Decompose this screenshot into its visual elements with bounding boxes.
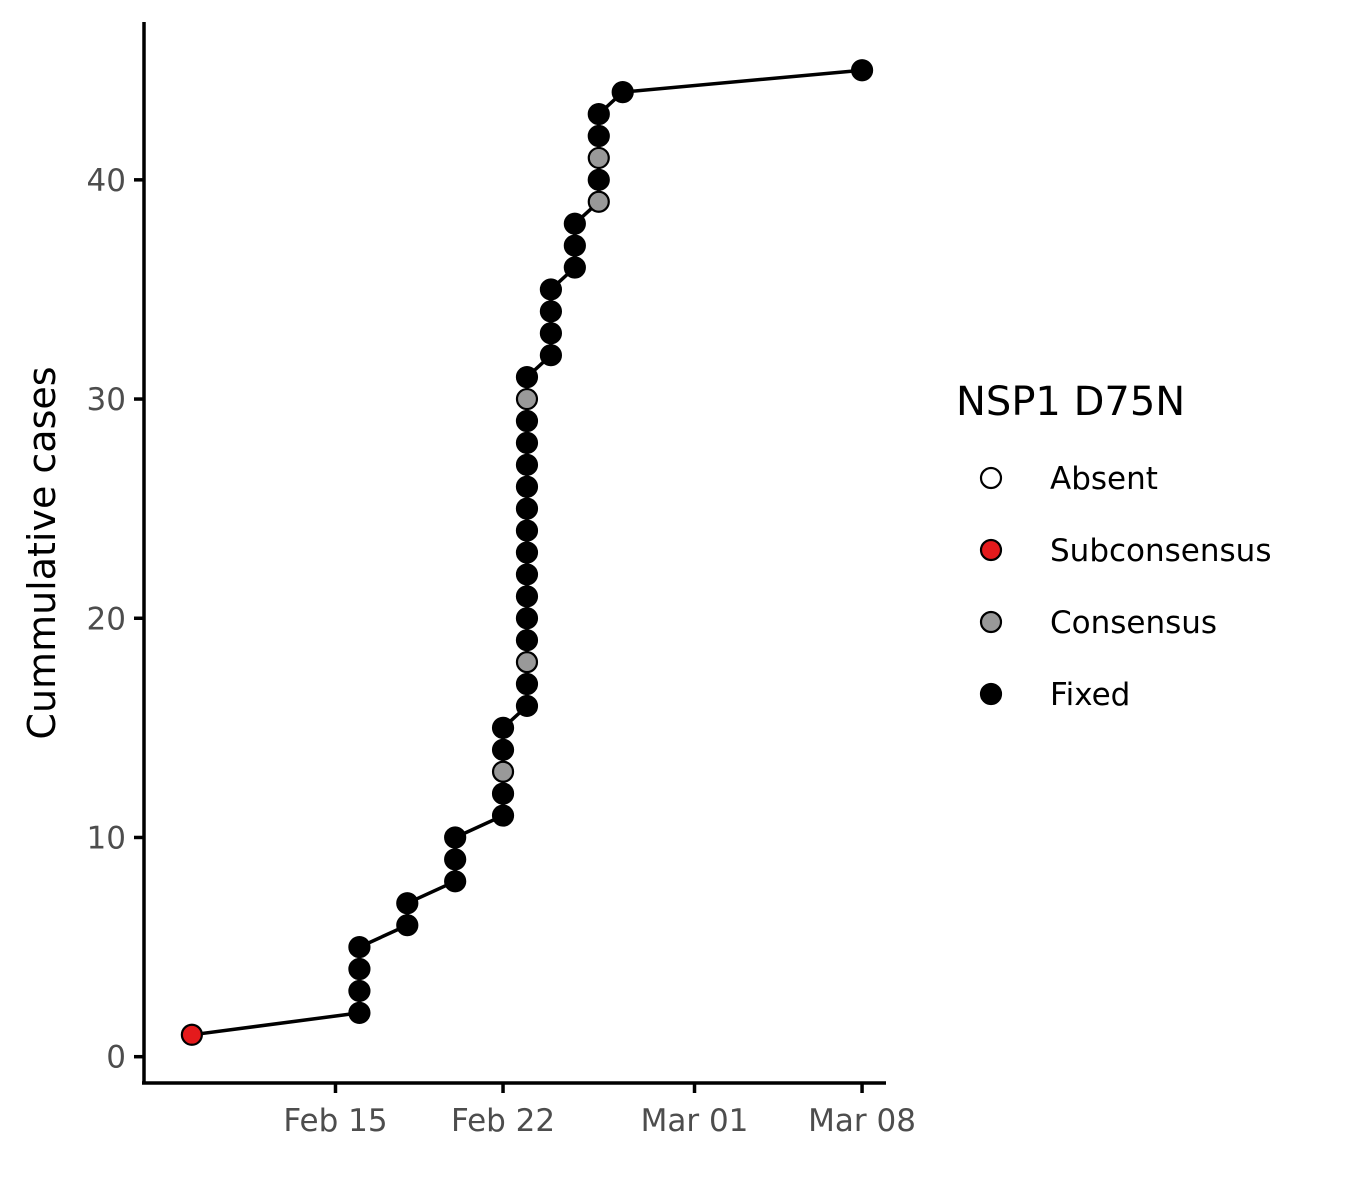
x-tick-label: Mar 01 [641,1103,749,1139]
data-point-fixed [850,59,874,82]
data-point-fixed [515,541,539,564]
data-point-fixed [515,563,539,586]
legend-label-fixed: Fixed [1050,677,1130,713]
data-point-consensus [515,387,539,411]
data-point-subconsensus [180,1023,203,1046]
legend-title: NSP1 D75N [956,379,1185,425]
legend-entries: Absent Subconsensus Consensus Fixed [979,461,1271,713]
data-point-consensus [491,760,515,783]
x-tick-label: Mar 08 [808,1103,916,1139]
x-tick-label: Feb 22 [451,1103,555,1139]
data-point-fixed [563,234,586,257]
data-point-fixed [444,848,467,871]
legend-label-consensus: Consensus [1050,605,1217,641]
data-point-fixed [444,826,467,849]
data-point-fixed [515,672,539,696]
data-point-fixed [348,1001,371,1024]
data-point-fixed [587,124,610,148]
data-point-fixed [515,519,539,542]
data-point-fixed [515,607,539,630]
data-point-fixed [539,278,563,301]
data-point-consensus [587,146,610,170]
data-point-fixed [491,782,515,805]
data-point-fixed [348,935,371,959]
data-point-fixed [396,914,419,937]
data-point-fixed [444,870,467,893]
data-point-fixed [515,694,539,718]
y-tick-label: 0 [106,1040,126,1076]
legend-label-subconsensus: Subconsensus [1050,533,1271,569]
data-point-fixed [515,629,539,652]
data-point-fixed [563,212,586,235]
series-cumulative-cases [180,59,874,1046]
data-point-fixed [587,168,610,191]
y-axis-title: Cummulative cases [20,366,64,739]
data-point-fixed [515,497,539,520]
y-ticks: 0 10 20 30 40 [87,163,144,1076]
data-point-fixed [491,804,515,827]
legend: NSP1 D75N Absent Subconsensus Consensus Fix… [956,379,1271,713]
data-point-consensus [587,190,610,213]
y-tick-label: 40 [87,163,126,199]
data-point-fixed [515,366,539,389]
data-point-fixed [539,300,563,323]
data-point-fixed [539,322,563,345]
data-point-fixed [348,957,371,981]
data-point-fixed [515,431,539,454]
series-points [180,59,874,1046]
legend-label-absent: Absent [1050,461,1158,497]
x-ticks: Feb 15 Feb 22 Mar 01 Mar 08 [283,1083,916,1139]
x-tick-label: Feb 15 [283,1103,387,1139]
data-point-fixed [515,453,539,476]
legend-key-consensus [979,610,1003,634]
data-point-fixed [539,344,563,367]
y-tick-label: 20 [87,601,126,637]
data-point-fixed [587,102,610,126]
y-tick-label: 30 [87,382,126,418]
data-point-fixed [515,409,539,433]
data-point-consensus [515,651,539,674]
data-point-fixed [491,716,515,739]
y-tick-label: 10 [87,820,126,856]
data-point-fixed [611,81,634,104]
data-point-fixed [348,979,371,1003]
data-point-fixed [563,256,586,279]
axes: 0 10 20 30 40 Feb 15 Feb 22 Mar 01 Mar 08 [87,22,916,1139]
data-point-fixed [491,738,515,761]
legend-key-fixed [979,682,1003,706]
legend-key-absent [979,466,1003,490]
data-point-fixed [515,585,539,608]
legend-key-subconsensus [979,538,1003,562]
data-point-fixed [396,892,419,915]
data-point-fixed [515,475,539,498]
